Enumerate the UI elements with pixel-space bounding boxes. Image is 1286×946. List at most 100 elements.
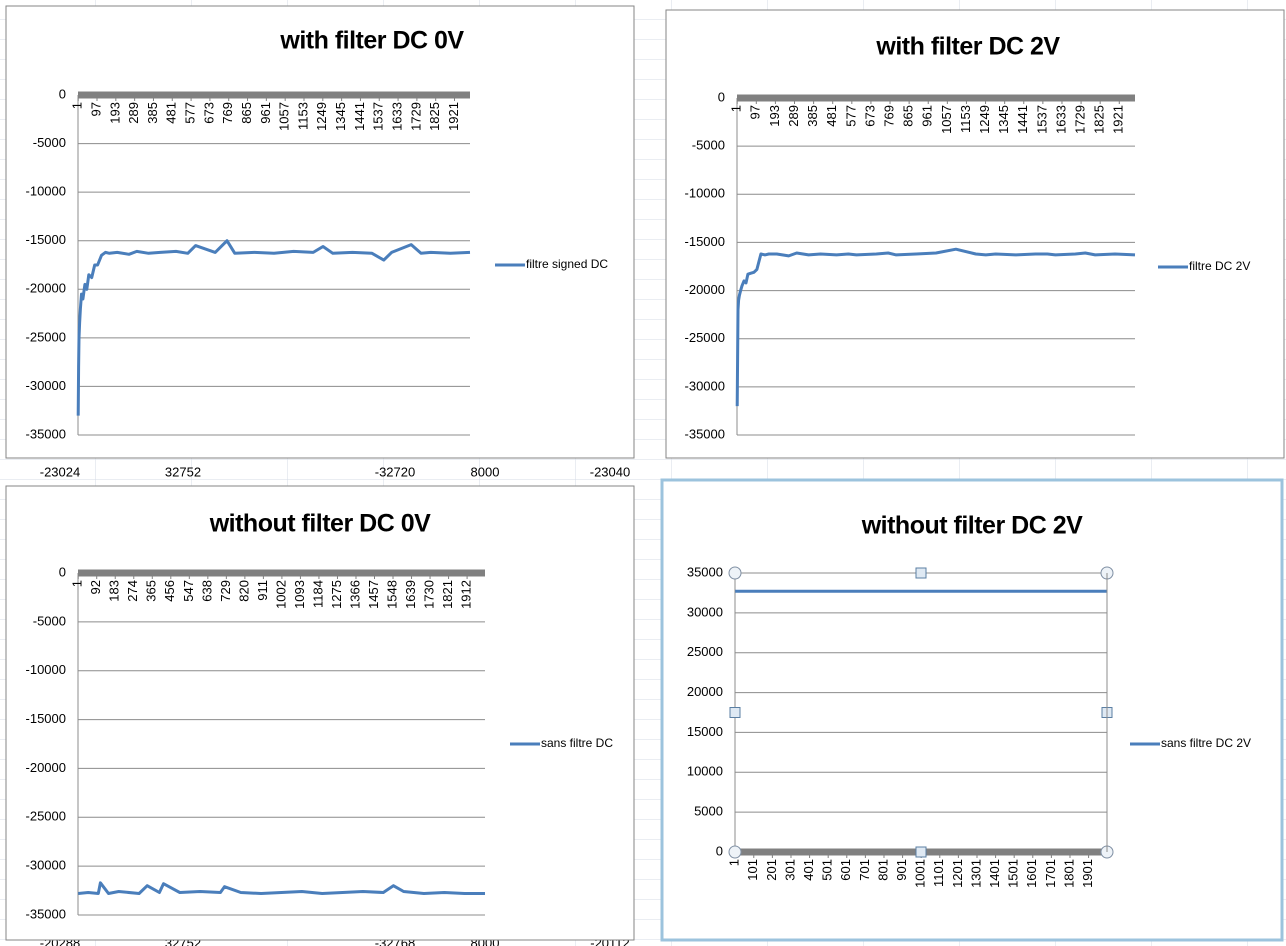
legend-label: sans filtre DC: [541, 736, 613, 750]
x-tick-label: 385: [145, 102, 160, 124]
x-tick-label: 1548: [384, 580, 399, 609]
cell-value[interactable]: -23040: [590, 464, 630, 479]
x-tick-label: 1633: [390, 102, 405, 131]
chart[interactable]: with filter DC 0V 0 -5000 -10000 -15000 -2000…: [5, 5, 635, 459]
x-tick-label: 1729: [1073, 105, 1088, 134]
chart-title: without filter DC 0V: [209, 510, 431, 538]
series-line: [76, 239, 471, 416]
x-tick-label: 183: [107, 580, 122, 602]
x-tick-label: 401: [801, 859, 816, 881]
x-tick-label: 1701: [1043, 859, 1058, 888]
x-tick-label: 547: [181, 580, 196, 602]
x-tick-label: 1537: [371, 102, 386, 131]
x-tick-label: 193: [107, 102, 122, 124]
x-tick-label: 97: [748, 105, 763, 119]
x-tick-label: 1057: [939, 105, 954, 134]
x-tick-label: 1457: [366, 580, 381, 609]
x-tick-label: 1921: [1111, 105, 1126, 134]
x-tick-label: 92: [88, 580, 103, 594]
x-tick-label: 1821: [440, 580, 455, 609]
cell-value[interactable]: -20112: [590, 935, 630, 946]
legend-label: sans filtre DC 2V: [1161, 736, 1251, 750]
x-tick-label: 1633: [1053, 105, 1068, 134]
cell-value[interactable]: -32768: [375, 935, 415, 946]
x-tick-label: 577: [183, 102, 198, 124]
x-tick-label: 1441: [1015, 105, 1030, 134]
cell-value[interactable]: 32752: [165, 464, 201, 479]
y-tick-label: -35000: [26, 426, 66, 441]
x-tick-label: 1093: [292, 580, 307, 609]
x-tick-label: 1: [727, 859, 742, 866]
y-tick-label: -25000: [26, 329, 66, 344]
chart-area: [660, 478, 1284, 942]
cell-value[interactable]: -32720: [375, 464, 415, 479]
x-tick-label: 1002: [273, 580, 288, 609]
x-tick-label: 1730: [421, 580, 436, 609]
x-tick-label: 1639: [403, 580, 418, 609]
y-tick-label: 0: [716, 843, 723, 858]
x-tick-label: 365: [144, 580, 159, 602]
legend-label: filtre DC 2V: [1189, 259, 1250, 273]
x-tick-label: 1912: [459, 580, 474, 609]
chart-title: with filter DC 0V: [279, 27, 464, 55]
x-tick-label: 961: [258, 102, 273, 124]
x-tick-label: 1901: [1080, 859, 1095, 888]
x-tick-label: 673: [201, 102, 216, 124]
cell-value[interactable]: -23024: [40, 464, 80, 479]
x-tick-label: 801: [875, 859, 890, 881]
x-tick-label: 865: [901, 105, 916, 127]
cell-value[interactable]: 8000: [471, 935, 500, 946]
x-tick-label: 1601: [1024, 859, 1039, 888]
x-tick-label: 1153: [295, 102, 310, 130]
y-tick-label: -20000: [26, 760, 66, 775]
selection-handle: [915, 846, 927, 858]
chart-area: [5, 5, 635, 459]
cell-value[interactable]: 32752: [165, 935, 201, 946]
series-line: [735, 247, 1136, 407]
x-tick-label: 101: [745, 859, 760, 881]
y-tick-label: 5000: [694, 804, 723, 819]
x-tick-label: 638: [199, 580, 214, 602]
y-tick-label: 10000: [687, 764, 723, 779]
y-tick-label: -35000: [685, 426, 725, 441]
x-tick-label: 901: [894, 859, 909, 881]
chart[interactable]: with filter DC 2V 0 -5000 -10000 -15000 -2000…: [665, 9, 1285, 459]
cell-value[interactable]: -20288: [40, 935, 80, 946]
x-tick-label: 701: [857, 859, 872, 881]
chart[interactable]: without filter DC 0V 0 -5000 -10000 -15000 -2…: [5, 485, 635, 941]
cell-value[interactable]: 8000: [471, 464, 500, 479]
y-tick-label: -15000: [685, 234, 725, 249]
x-tick-label: 1275: [329, 580, 344, 609]
x-tick-label: 1184: [310, 580, 325, 608]
x-tick-label: 1825: [427, 102, 442, 131]
y-tick-label: -20000: [26, 281, 66, 296]
chart[interactable]: without filter DC 2V 35000 30000 25000 20000…: [660, 478, 1284, 942]
x-tick-label: 1: [70, 102, 85, 109]
y-tick-label: -5000: [33, 135, 66, 150]
x-tick-label: 1441: [352, 102, 367, 131]
x-tick-label: 729: [218, 580, 233, 602]
x-tick-label: 1345: [996, 105, 1011, 134]
x-tick-label: 1921: [446, 102, 461, 131]
x-tick-label: 1501: [1006, 859, 1021, 888]
y-tick-label: 0: [59, 564, 66, 579]
x-tick-label: 1301: [968, 859, 983, 888]
x-tick-label: 1537: [1034, 105, 1049, 134]
x-tick-label: 1345: [333, 102, 348, 131]
selection-handle: [728, 566, 742, 580]
y-tick-label: -5000: [33, 613, 66, 628]
chart-area: [665, 9, 1285, 459]
x-tick-label: 961: [920, 105, 935, 127]
y-tick-label: -25000: [685, 330, 725, 345]
selection-handle: [729, 707, 741, 718]
x-tick-label: 577: [843, 105, 858, 127]
y-tick-label: 0: [59, 86, 66, 101]
y-tick-label: -10000: [685, 186, 725, 201]
y-tick-label: 20000: [687, 684, 723, 699]
y-tick-label: -15000: [26, 711, 66, 726]
x-tick-label: 1101: [931, 859, 946, 887]
x-tick-label: 274: [125, 580, 140, 602]
legend-label: filtre signed DC: [526, 257, 608, 271]
y-tick-label: -20000: [685, 282, 725, 297]
